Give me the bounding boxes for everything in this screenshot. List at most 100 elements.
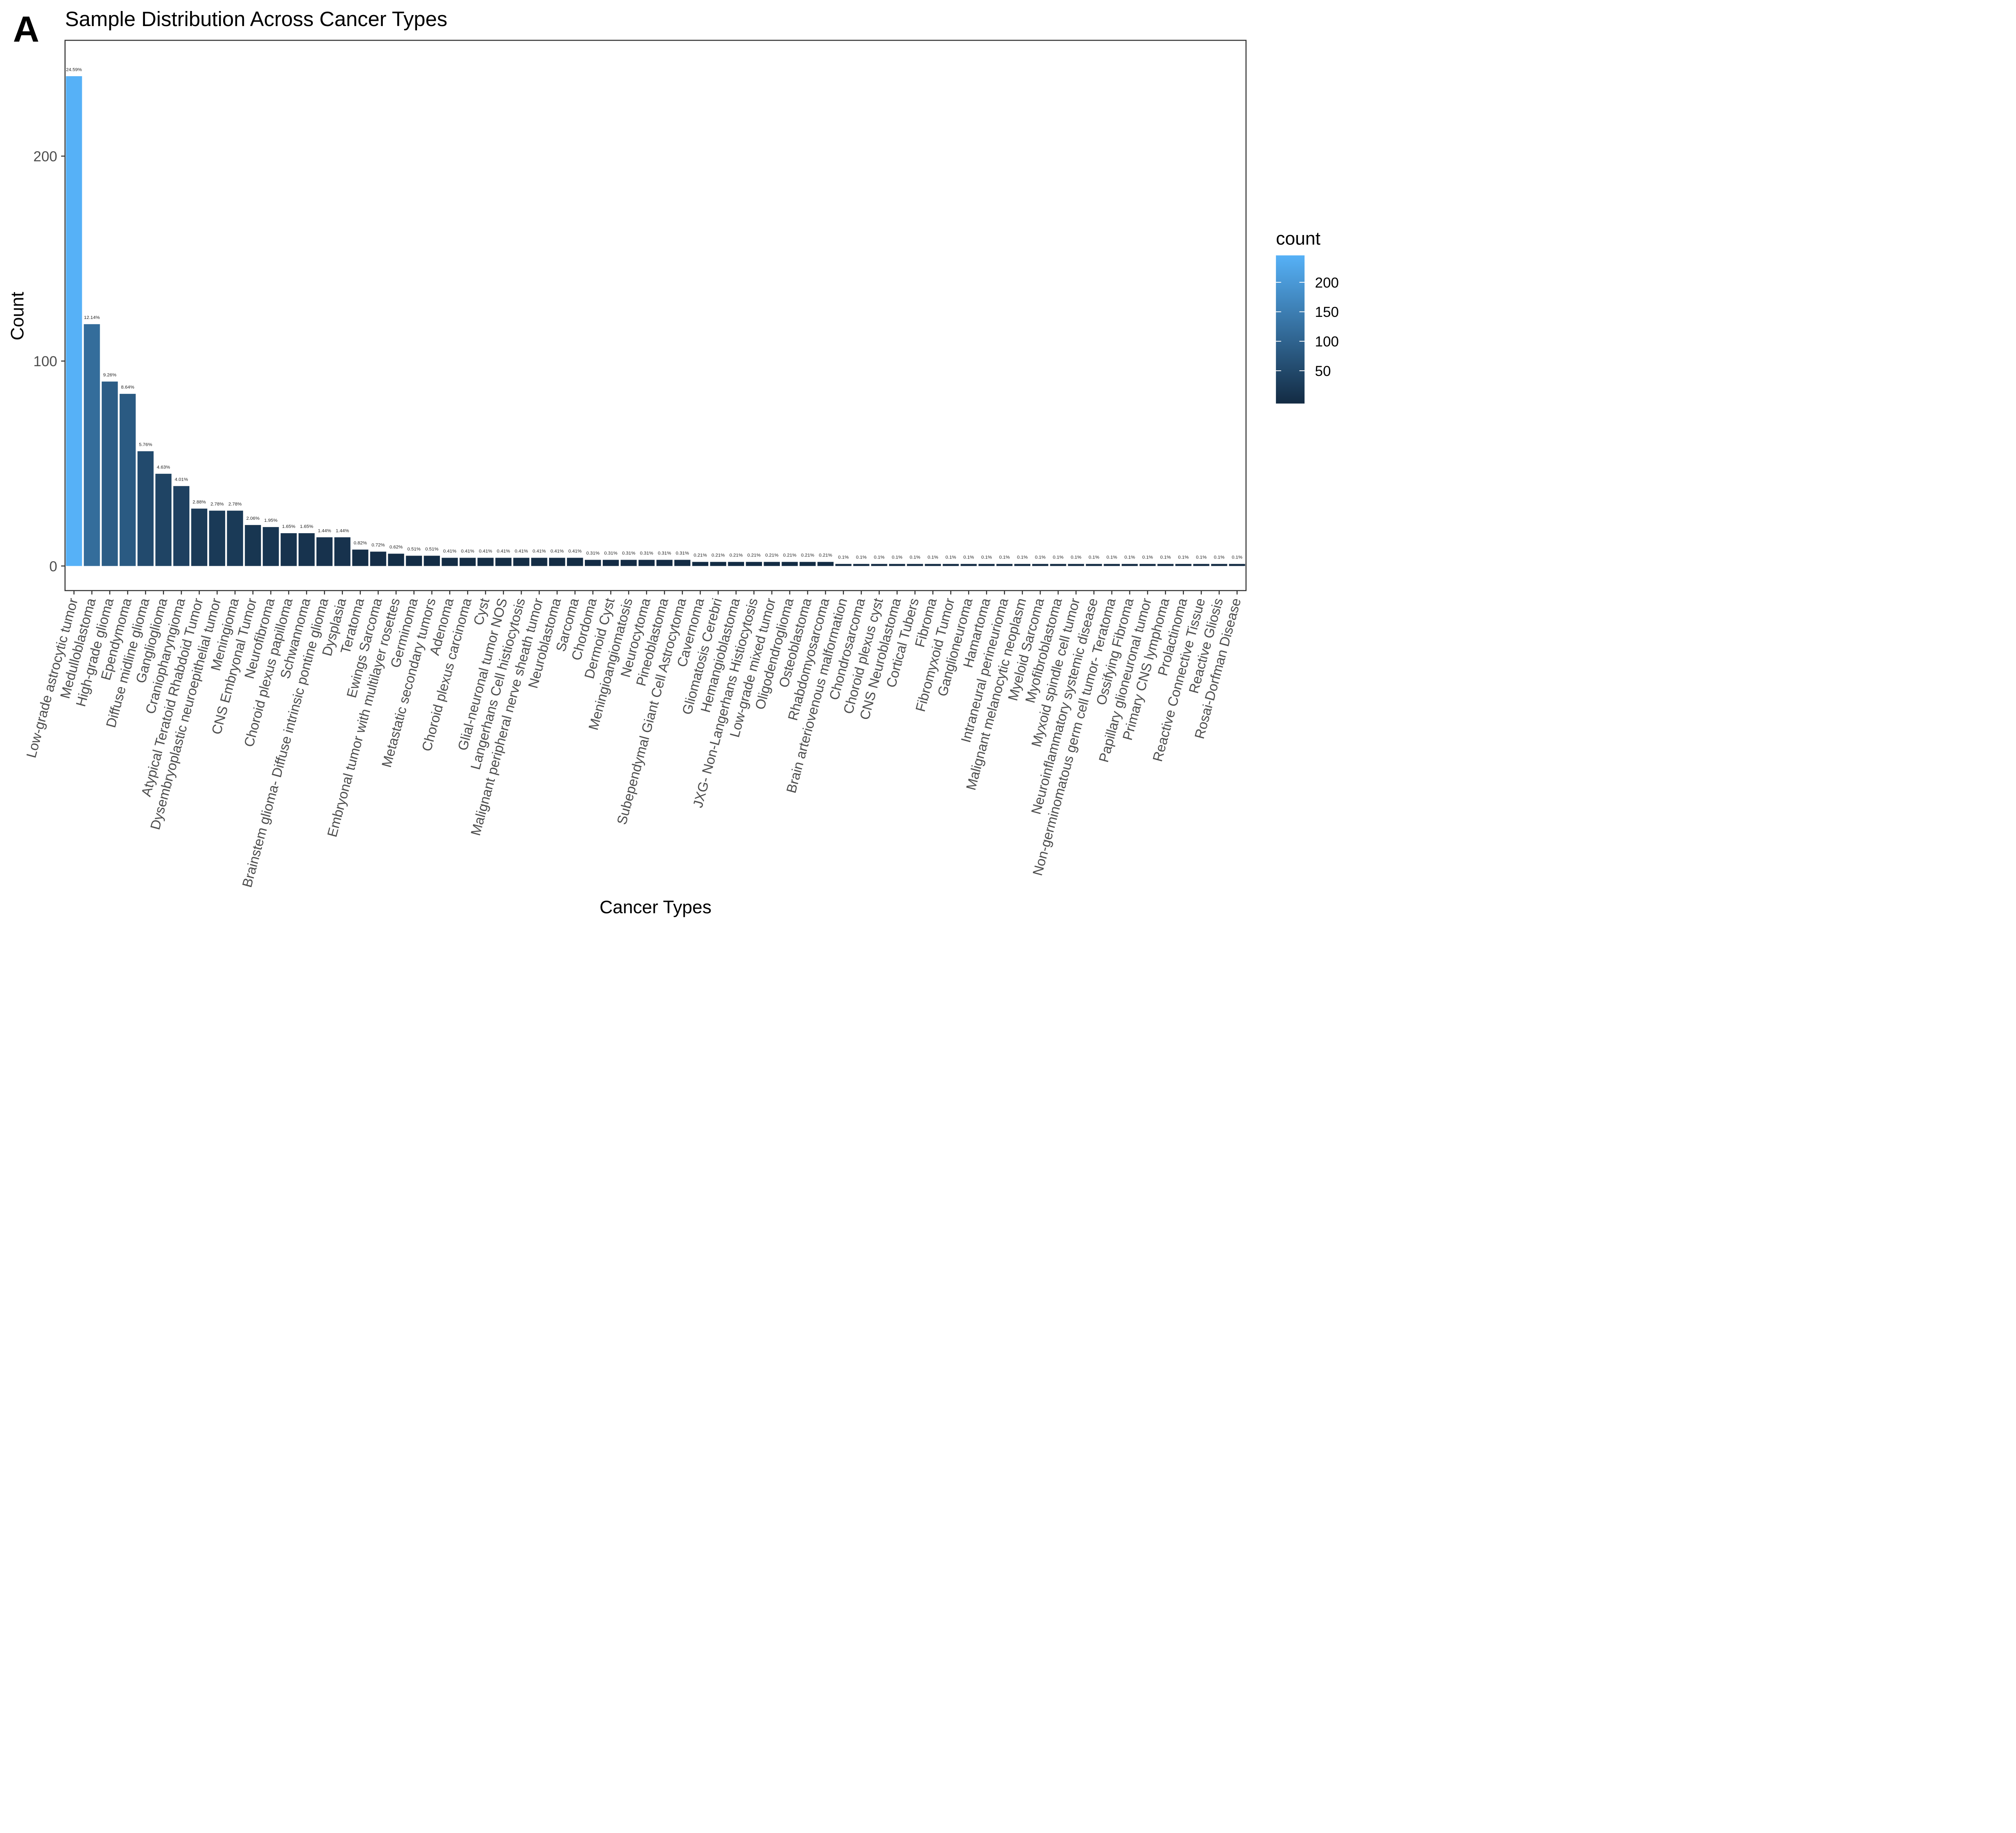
bar [245,525,261,566]
data-label: 0.31% [604,551,617,556]
bar [209,510,225,566]
data-label: 0.1% [963,555,974,560]
bar [1032,564,1048,566]
data-label: 0.41% [533,549,546,554]
data-label: 2.88% [193,500,206,505]
data-label: 0.41% [497,549,510,554]
data-label: 0.1% [1214,555,1224,560]
bar [191,508,207,566]
data-label: 8.64% [121,385,134,390]
bar [764,562,780,566]
bar [1175,564,1192,566]
bar [66,76,82,566]
chart-title: Sample Distribution Across Cancer Types [65,7,448,31]
bar [638,560,655,566]
bar [83,324,100,566]
legend-colorbar [1276,255,1305,404]
bar [656,560,673,566]
bar [424,556,440,566]
data-label: 0.21% [747,553,761,558]
bar [513,558,529,566]
bar [1050,564,1066,566]
bar [299,533,315,566]
data-label: 0.1% [1232,555,1242,560]
data-label: 0.31% [640,551,653,556]
bar [352,549,369,566]
y-tick-label: 0 [49,558,57,574]
panel-label: A [13,9,40,49]
bar [942,564,959,566]
data-label: 1.44% [318,528,331,533]
data-label: 0.1% [1124,555,1135,560]
plot-panel [64,40,1247,591]
data-label: 9.26% [103,373,116,378]
bar [1211,564,1228,566]
legend-title: count [1276,229,1321,248]
bar [746,562,762,566]
data-label: 0.21% [694,553,707,558]
data-label: 0.1% [856,555,867,560]
data-label: 0.1% [945,555,956,560]
bar [477,558,494,566]
y-tick-label: 200 [33,149,57,165]
data-label: 0.1% [874,555,885,560]
bar [1140,564,1156,566]
bar [853,564,870,566]
bar [227,510,243,566]
data-label: 4.63% [157,465,170,470]
bar [978,564,995,566]
bar [263,527,279,566]
data-label: 1.65% [282,524,296,529]
legend-tick-label: 100 [1315,334,1339,350]
data-label: 0.41% [569,549,582,554]
bar [495,558,512,566]
bar [674,560,691,566]
bar [567,558,583,566]
bar [549,558,565,566]
data-label: 2.78% [211,502,224,507]
bar [728,562,744,566]
bar [1068,564,1084,566]
data-label: 2.06% [246,516,260,521]
data-label: 1.95% [264,518,278,523]
bar [996,564,1013,566]
data-label: 0.1% [999,555,1010,560]
bar [1193,564,1210,566]
bar [1014,564,1030,566]
bar [173,486,190,566]
data-label: 0.1% [1035,555,1045,560]
data-label: 0.51% [407,547,421,552]
legend-tick-label: 50 [1315,363,1331,379]
data-label: 4.01% [175,477,188,482]
data-label: 12.14% [84,315,100,320]
bar [334,537,351,566]
bar [459,558,476,566]
data-label: 0.1% [838,555,849,560]
data-label: 0.41% [443,549,457,554]
bar [388,554,404,566]
data-label: 0.1% [1053,555,1063,560]
bar [531,558,547,566]
data-label: 0.1% [1142,555,1153,560]
bar [1157,564,1174,566]
legend-tick-label: 200 [1315,275,1339,291]
bar [871,564,887,566]
bar [1122,564,1138,566]
data-label: 0.51% [425,547,439,552]
data-label: 0.31% [676,551,689,556]
data-label: 1.44% [336,528,349,533]
data-label: 0.41% [515,549,528,554]
y-axis-title: Count [7,292,27,341]
data-label: 0.1% [927,555,938,560]
data-label: 0.21% [729,553,743,558]
bar [1104,564,1120,566]
data-label: 0.1% [1089,555,1099,560]
data-label: 24.59% [66,67,82,72]
data-label: 5.76% [139,442,152,447]
bar [370,552,387,566]
bar [782,562,798,566]
data-label: 0.21% [801,553,815,558]
bar [889,564,905,566]
data-label: 0.41% [551,549,564,554]
